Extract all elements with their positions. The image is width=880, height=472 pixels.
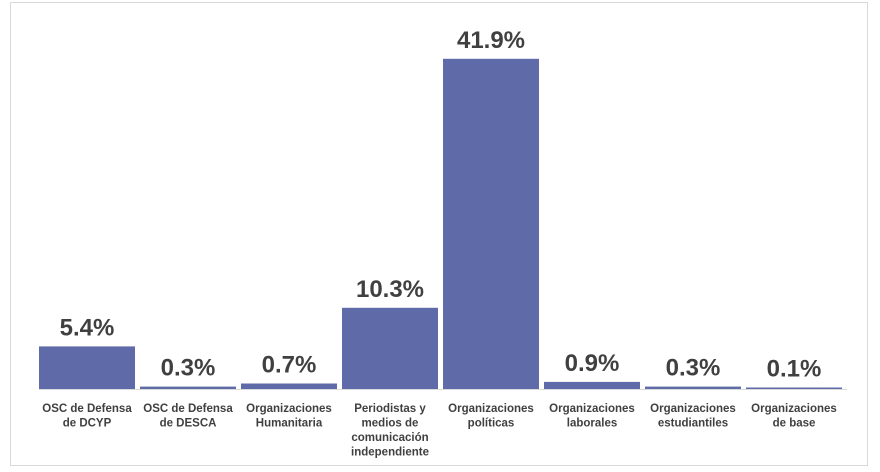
category-label-0: OSC de Defensa de DCYP	[42, 403, 132, 430]
data-label-3: 10.3%	[356, 276, 424, 303]
category-label-7: Organizaciones de base	[751, 403, 837, 430]
data-label-7: 0.1%	[767, 356, 822, 383]
bar-7[interactable]	[746, 387, 842, 390]
bar-0[interactable]	[39, 346, 135, 389]
data-label-5: 0.9%	[565, 350, 620, 377]
bar-2[interactable]	[241, 383, 337, 390]
data-label-1: 0.3%	[161, 355, 216, 382]
category-label-6: Organizaciones estudiantiles	[650, 403, 736, 430]
data-label-6: 0.3%	[666, 355, 721, 382]
category-label-1: OSC de Defensa de DESCA	[143, 403, 233, 430]
category-label-4: Organizaciones políticas	[448, 403, 534, 430]
bar-1[interactable]	[140, 386, 236, 389]
data-label-4: 41.9%	[457, 27, 525, 54]
category-label-3: Periodistas y medios de comunicación indepe…	[351, 403, 429, 459]
bar-3[interactable]	[342, 307, 438, 389]
category-label-5: Organizaciones laborales	[549, 403, 635, 430]
bar-5[interactable]	[544, 381, 640, 389]
data-label-2: 0.7%	[262, 352, 317, 379]
bar-4[interactable]	[443, 58, 539, 390]
bar-6[interactable]	[645, 386, 741, 389]
category-label-2: Organizaciones Humanitaria	[246, 403, 332, 430]
data-label-0: 5.4%	[60, 314, 115, 341]
